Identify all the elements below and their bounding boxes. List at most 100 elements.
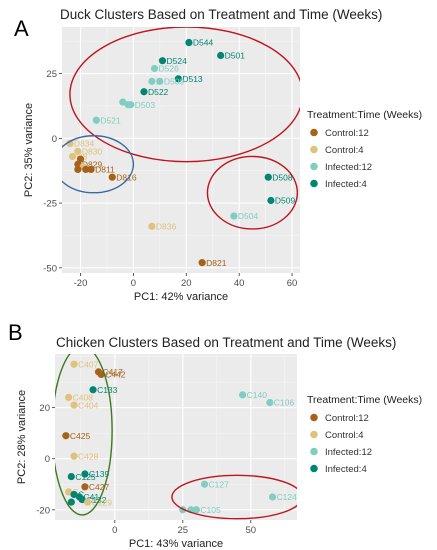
plot-panel: [62, 27, 300, 273]
legend-label: Control:12: [325, 128, 369, 139]
point-label: D830: [82, 146, 103, 156]
data-point: [64, 393, 73, 402]
x-axis-label: PC1: 43% variance: [129, 538, 223, 550]
point-label: D508: [272, 172, 293, 182]
y-tick-label: 25: [46, 69, 57, 80]
point-label: D816: [116, 172, 137, 182]
point-label: D509: [164, 77, 185, 87]
legend: Treatment:Time (Weeks) Control:12 Control:…: [307, 109, 422, 190]
point-label: C132: [86, 495, 107, 505]
duck-pca-chart: Duck Clusters Based on Treatment and Tim…: [23, 7, 422, 300]
point-label: C404: [78, 400, 99, 410]
data-point: [89, 386, 97, 394]
data-point: [174, 75, 182, 83]
data-point: [239, 391, 247, 399]
y-tick-label: 0: [45, 454, 50, 465]
x-axis-label: PC1: 42% variance: [134, 291, 228, 300]
x-tick-label: 0: [131, 278, 136, 289]
data-point: [82, 165, 90, 174]
cluster-ellipse: [206, 155, 299, 230]
data-point: [84, 498, 92, 506]
data-point: [92, 116, 100, 124]
data-point: [70, 360, 78, 368]
legend-swatch: [310, 162, 318, 171]
data-point: [87, 165, 95, 174]
data-point: [62, 432, 70, 440]
data-point: [185, 38, 193, 47]
point-label: C129: [92, 497, 113, 507]
data-point: [266, 398, 274, 407]
point-label: C428: [78, 451, 99, 461]
x-tick-label: 20: [181, 278, 192, 289]
y-tick-label: -50: [43, 263, 57, 274]
data-point: [156, 77, 164, 85]
legend-swatch: [310, 464, 318, 473]
point-label: C417: [103, 367, 124, 377]
data-point: [264, 173, 272, 181]
data-point: [198, 259, 206, 267]
plot-panel: [55, 354, 297, 520]
legend-swatch: [310, 447, 318, 456]
data-point: [78, 495, 86, 504]
point-label: C106: [274, 398, 295, 408]
point-label: C124: [277, 492, 298, 502]
data-point: [140, 88, 148, 96]
data-point: [67, 472, 75, 481]
point-label: C105: [200, 505, 221, 515]
x-tick-label: 50: [245, 525, 256, 536]
point-label: D503: [135, 100, 156, 110]
point-label: C139: [89, 469, 110, 479]
data-point: [148, 222, 156, 230]
legend-label: Infected:12: [325, 447, 372, 458]
point-label: C125: [75, 472, 96, 482]
legend-label: Control:4: [325, 145, 364, 156]
data-point: [81, 470, 89, 478]
data-point: [124, 101, 132, 109]
point-label: D: [156, 77, 162, 87]
panel-letter-b: B: [8, 320, 23, 345]
point-label: D504: [238, 211, 259, 221]
y-tick-label: -25: [43, 199, 57, 210]
x-tick-label: 0: [112, 525, 117, 536]
point-label: D821: [206, 258, 227, 268]
y-axis-label: PC2: 35% variance: [23, 103, 35, 197]
data-point: [230, 212, 238, 220]
legend-title: Treatment:Time (Weeks): [307, 394, 422, 406]
point-label: C140: [247, 390, 268, 400]
y-tick-label: 0: [52, 134, 57, 145]
cluster-ellipse: [171, 474, 297, 520]
point-label: C41: [83, 492, 99, 502]
data-point: [67, 498, 75, 506]
legend-label: Control:12: [325, 413, 369, 424]
panel-letter-a: A: [14, 16, 29, 41]
x-tick-label: 40: [234, 278, 245, 289]
point-label: C427: [89, 482, 110, 492]
data-point: [68, 152, 77, 161]
legend-label: Infected:4: [325, 464, 367, 475]
legend-swatch: [310, 145, 318, 154]
point-label: C408: [73, 393, 94, 403]
point-label: C425: [70, 431, 91, 441]
cluster-ellipse: [62, 135, 135, 194]
point-label: C407: [78, 359, 99, 369]
cluster-ellipse: [55, 354, 113, 516]
x-tick-label: 25: [178, 525, 189, 536]
legend-title: Treatment:Time (Weeks): [307, 109, 422, 121]
data-point: [81, 483, 89, 491]
data-point: [200, 480, 209, 488]
data-point: [108, 173, 116, 181]
data-point: [158, 57, 167, 65]
data-point: [150, 64, 159, 73]
point-label: D513: [182, 74, 203, 84]
point-label: D834: [74, 139, 95, 149]
legend-label: Infected:4: [325, 179, 367, 190]
data-point: [74, 147, 82, 155]
data-point: [64, 488, 73, 496]
legend-label: Control:4: [325, 430, 364, 441]
data-point: [148, 77, 156, 85]
cluster-ellipse: [69, 27, 300, 163]
data-point: [74, 165, 82, 174]
point-label: D836: [156, 222, 177, 232]
y-tick-label: 20: [39, 403, 50, 414]
point-label: D526: [159, 64, 180, 74]
